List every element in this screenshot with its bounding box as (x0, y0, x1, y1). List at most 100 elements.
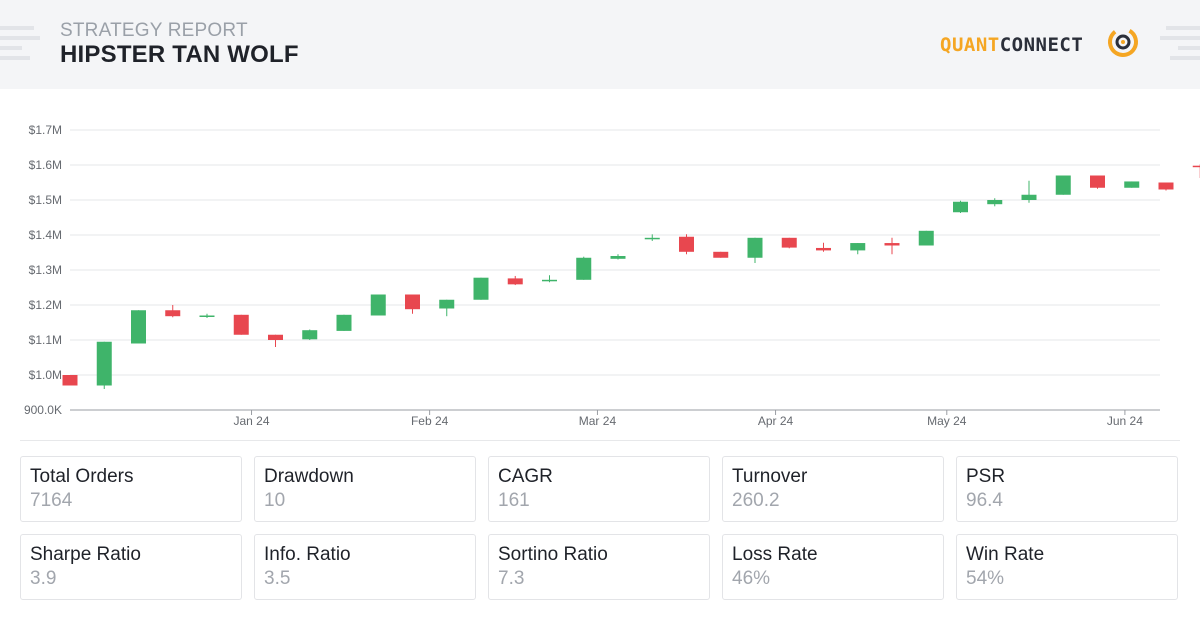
y-tick-label: $1.3M (29, 263, 62, 277)
candle-body (781, 237, 797, 248)
quantconnect-logo[interactable]: QUANTCONNECT (940, 34, 1083, 56)
metric-label: Sortino Ratio (498, 544, 608, 565)
candle-body (644, 237, 660, 240)
metric-card-sortino-ratio: Sortino Ratio 7.3 (488, 534, 710, 600)
candle-up (131, 310, 146, 344)
candle-body (1021, 194, 1037, 200)
candle-down (713, 251, 729, 258)
candle-up (576, 256, 592, 280)
candle-body (816, 247, 831, 251)
metric-label: Turnover (732, 466, 808, 487)
metric-label: Total Orders (30, 466, 134, 487)
candle-body (918, 230, 934, 246)
candle-body (1124, 181, 1140, 188)
candle-body (1055, 175, 1071, 195)
candle-body (302, 330, 318, 340)
y-tick-label: $1.1M (29, 333, 62, 347)
candle-down (1090, 175, 1105, 189)
candle-body (884, 243, 900, 246)
candle-body (713, 251, 729, 258)
candles (62, 164, 1200, 389)
candle-body (576, 257, 592, 280)
y-tick-label: $1.4M (29, 228, 62, 242)
x-axis-tick-labels: Jan 24 Feb 24 Mar 24 Apr 24 May 24 Jun 24 (234, 410, 1143, 428)
candle-up (747, 237, 763, 263)
y-tick-label: $1.6M (29, 158, 62, 172)
candle-body (679, 236, 694, 252)
metric-label: Drawdown (264, 466, 354, 487)
candle-up (987, 198, 1003, 207)
candle-up (336, 314, 352, 331)
quantconnect-logo-icon (1108, 27, 1138, 57)
candle-up (644, 234, 660, 241)
y-tick-label: $1.5M (29, 193, 62, 207)
x-tick-label: May 24 (927, 414, 967, 428)
y-tick-label: 900.0K (24, 403, 62, 417)
candle-up (302, 329, 318, 340)
candle-up (918, 230, 934, 246)
candle-body (542, 279, 557, 282)
metric-value: 3.5 (264, 568, 291, 589)
metric-card-cagr: CAGR 161 (488, 456, 710, 522)
candle-up (542, 275, 557, 283)
candle-body (336, 314, 352, 331)
candle-down (884, 237, 900, 255)
candle-body (131, 310, 146, 344)
metric-value: 260.2 (732, 490, 780, 511)
section-divider (20, 440, 1180, 441)
candle-body (850, 243, 866, 251)
candle-down (1192, 164, 1200, 178)
y-tick-label: $1.2M (29, 298, 62, 312)
metric-card-drawdown: Drawdown 10 (254, 456, 476, 522)
logo-text-quant: QUANT (940, 34, 1000, 56)
metric-card-turnover: Turnover 260.2 (722, 456, 944, 522)
metric-label: Loss Rate (732, 544, 818, 565)
logo-text-connect: CONNECT (999, 34, 1084, 56)
candle-body (370, 294, 386, 316)
candle-up (199, 313, 215, 318)
report-header: STRATEGY REPORT HIPSTER TAN WOLF QUANTCO… (0, 0, 1200, 89)
candle-body (610, 256, 626, 259)
candle-up (370, 294, 386, 316)
x-tick-label: Feb 24 (411, 414, 449, 428)
candle-up (1124, 181, 1140, 188)
candle-down (233, 314, 249, 335)
candle-up (96, 341, 112, 389)
metric-value: 10 (264, 490, 286, 511)
candle-body (405, 294, 420, 310)
metric-value: 161 (498, 490, 530, 511)
strategy-name: HIPSTER TAN WOLF (60, 41, 299, 68)
y-tick-label: $1.0M (29, 368, 62, 382)
equity-candlestick-chart: 900.0K $1.0M $1.1M $1.2M $1.3M $1.4M $1.5M $1.6… (24, 123, 1200, 428)
candle-up (850, 243, 866, 255)
candle-body (507, 278, 523, 285)
metric-card-psr: PSR 96.4 (956, 456, 1178, 522)
candle-body (987, 200, 1003, 205)
candle-down (679, 234, 694, 255)
metric-card-win-rate: Win Rate 54% (956, 534, 1178, 600)
decorative-lines-right (1160, 26, 1200, 60)
x-tick-label: Jun 24 (1107, 414, 1143, 428)
x-tick-label: Jan 24 (234, 414, 270, 428)
metric-value: 96.4 (966, 490, 1003, 511)
metric-label: CAGR (498, 466, 553, 487)
candle-down (165, 305, 181, 318)
candle-body (953, 201, 968, 213)
candle-down (816, 242, 831, 252)
candle-down (268, 334, 283, 347)
x-tick-label: Apr 24 (758, 414, 794, 428)
metric-card-info-ratio: Info. Ratio 3.5 (254, 534, 476, 600)
candle-body (62, 375, 78, 386)
candle-body (233, 314, 249, 335)
decorative-lines-left (0, 26, 40, 60)
metric-label: Info. Ratio (264, 544, 351, 565)
candle-body (473, 277, 489, 300)
candle-body (268, 334, 283, 340)
metric-card-total-orders: Total Orders 7164 (20, 456, 242, 522)
candle-up (1055, 175, 1071, 195)
metric-label: PSR (966, 466, 1006, 487)
candle-body (165, 310, 181, 317)
candle-down (1158, 182, 1174, 191)
metric-card-loss-rate: Loss Rate 46% (722, 534, 944, 600)
metric-label: Sharpe Ratio (30, 544, 141, 565)
